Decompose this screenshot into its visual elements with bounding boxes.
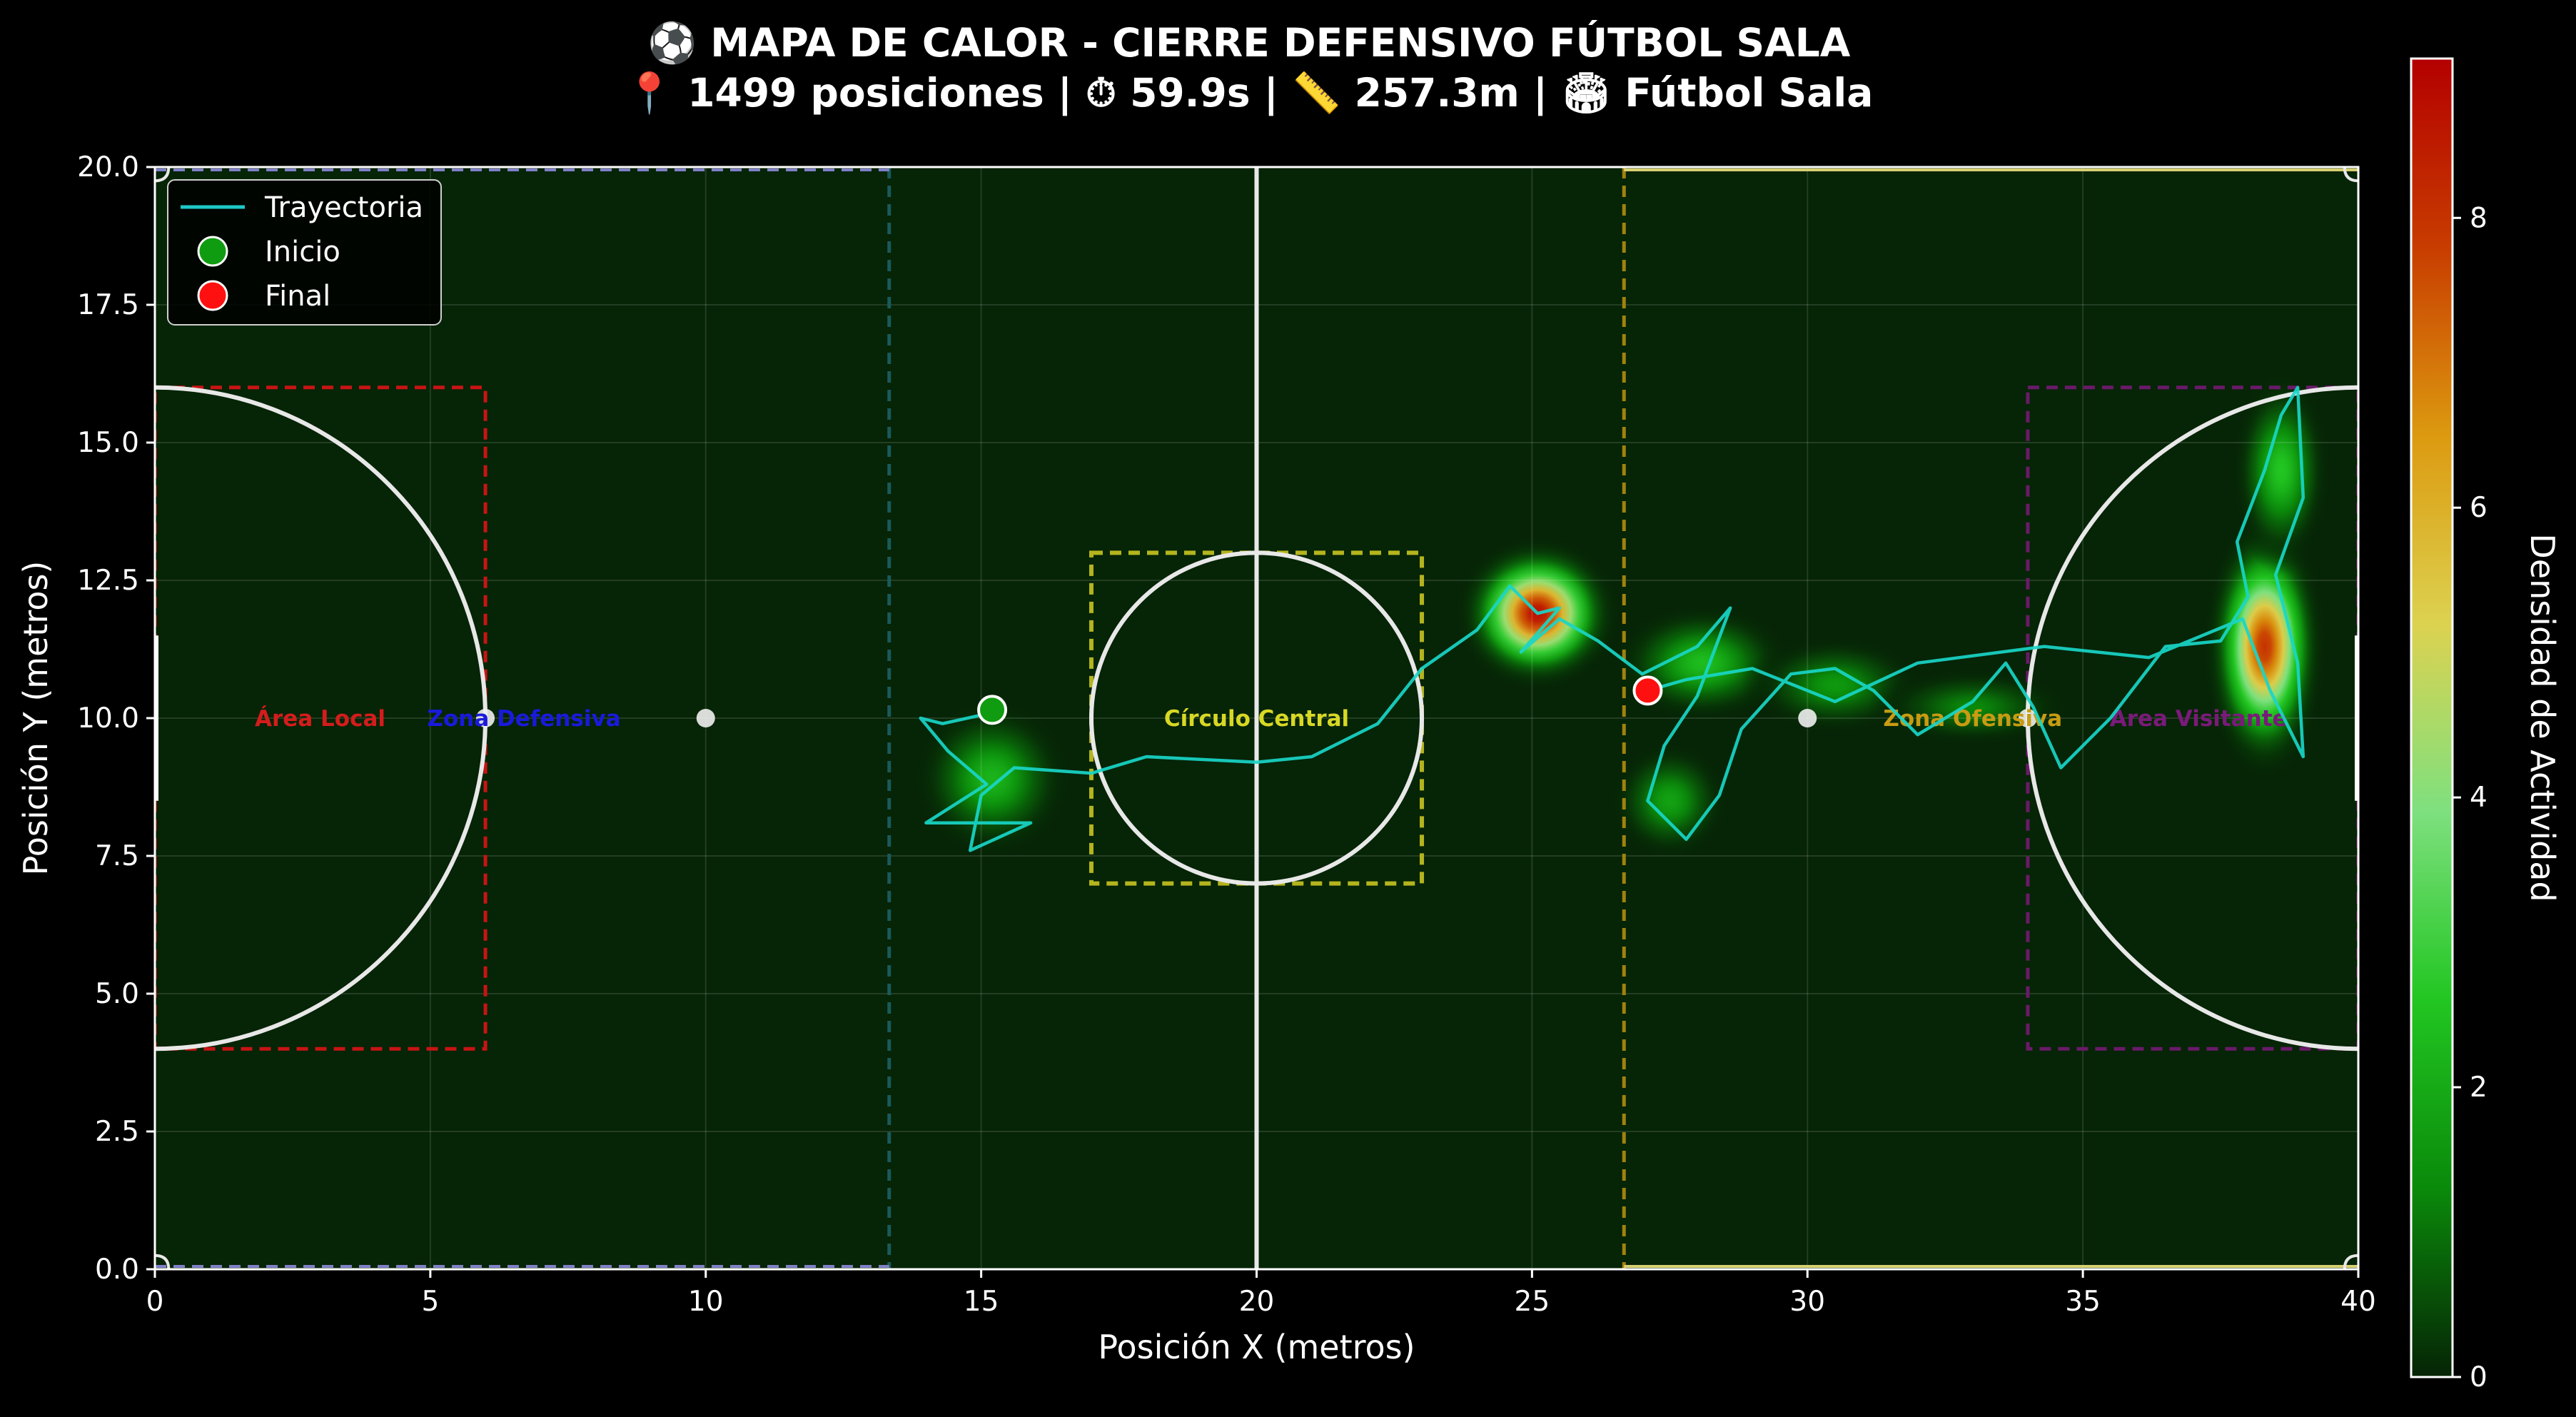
y-axis-label: Posición Y (metros) [16, 561, 55, 876]
y-tick-label: 0.0 [95, 1254, 139, 1286]
colorbar-tick-label: 6 [2470, 492, 2487, 524]
end-marker [1632, 675, 1663, 706]
x-tick-label: 20 [1239, 1286, 1275, 1318]
y-tick-label: 12.5 [77, 565, 139, 597]
heat-hotspot [908, 695, 1076, 863]
heat-hotspot [2228, 365, 2334, 575]
corner-arc [155, 1254, 171, 1269]
corner-arc [155, 167, 171, 183]
field-markings [155, 167, 2358, 1269]
zone-label: Zona Ofensiva [1883, 706, 2062, 732]
zone-label: Círculo Central [1164, 706, 1349, 732]
legend-box [167, 179, 442, 326]
x-tick-label: 25 [1515, 1286, 1550, 1318]
colorbar-tick-label: 2 [2470, 1071, 2487, 1104]
field-point [696, 709, 715, 727]
corner-arc [2343, 1254, 2358, 1269]
chart-subtitle: 📍 1499 posiciones | ⏱ 59.9s | 📏 257.3m |… [625, 70, 1874, 116]
field-point [2018, 709, 2037, 727]
x-tick-label: 0 [146, 1286, 164, 1318]
trajectory-layer [919, 385, 2305, 852]
chart-title: ⚽ MAPA DE CALOR - CIERRE DEFENSIVO FÚTBO… [647, 20, 1851, 66]
y-tick-label: 5.0 [95, 978, 139, 1010]
x-tick-label: 10 [688, 1286, 724, 1318]
colorbar-label: Densidad de Actividad [2523, 533, 2562, 902]
x-tick-label: 35 [2065, 1286, 2101, 1318]
heat-hotspot [1868, 665, 2078, 750]
field-point [1798, 709, 1817, 727]
legend-label-trajectory: Trayectoria [264, 191, 423, 224]
corner-arc [2343, 167, 2358, 183]
y-tick-label: 15.0 [77, 427, 139, 459]
start-marker [977, 695, 1008, 725]
colorbar-tick-label: 0 [2470, 1361, 2487, 1393]
y-tick-label: 7.5 [95, 840, 139, 872]
field-point [476, 709, 495, 727]
legend-marker-start [197, 236, 228, 267]
y-tick-label: 20.0 [77, 151, 139, 183]
legend-marker-end [197, 280, 228, 311]
trajectory-line [919, 385, 2305, 852]
colorbar: 0 2 4 6 8 Densidad de Actividad [2410, 57, 2562, 1393]
legend: Trayectoria Inicio Final [167, 179, 442, 326]
x-tick-label: 40 [2340, 1286, 2376, 1318]
zone-label: Área Visitante [2110, 706, 2288, 732]
colorbar-tick-label: 4 [2470, 782, 2487, 814]
colorbar-tick-label: 8 [2470, 202, 2487, 234]
x-tick-label: 30 [1789, 1286, 1825, 1318]
zone-box-area-local [155, 385, 488, 1051]
center-circle [1089, 550, 1425, 886]
zone-label: Área Local [255, 706, 385, 732]
heat-hotspot [1607, 737, 1733, 864]
y-tick-label: 2.5 [95, 1116, 139, 1148]
colorbar-gradient [2410, 57, 2454, 1378]
x-tick-label: 5 [421, 1286, 439, 1318]
y-tick-label: 10.0 [77, 702, 139, 735]
heat-hotspot [2201, 510, 2328, 783]
x-tick-label: 15 [964, 1286, 999, 1318]
zone-label: Zona Defensiva [428, 706, 621, 732]
axes: 0 5 10 15 20 25 30 35 40 0.0 2.5 5.0 7.5 10.0 12.5 15.0… [16, 151, 2376, 1366]
x-axis-label: Posición X (metros) [1098, 1328, 1415, 1366]
marker-layer [977, 675, 1663, 725]
y-tick-label: 17.5 [77, 289, 139, 321]
legend-label-start: Inicio [265, 236, 340, 268]
zone-labels: Área Local Zona Defensiva Círculo Central Z… [255, 706, 2288, 732]
legend-label-end: Final [265, 280, 330, 313]
